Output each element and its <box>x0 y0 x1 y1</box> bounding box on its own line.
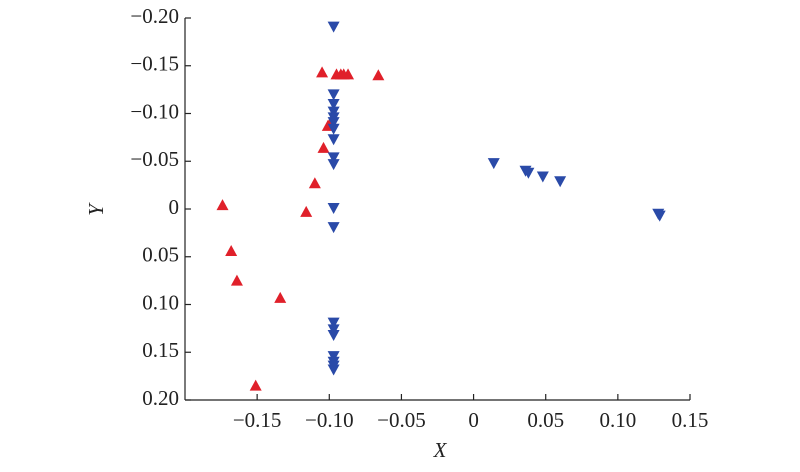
point <box>522 167 535 179</box>
point <box>216 199 229 211</box>
point <box>327 364 340 376</box>
point <box>327 222 340 234</box>
point <box>653 210 666 222</box>
point <box>536 171 549 183</box>
point <box>316 66 329 78</box>
x-tick-label: 0 <box>468 408 479 432</box>
y-axis-label: Y <box>84 202 108 216</box>
y-tick-label: 0.15 <box>142 338 179 362</box>
point <box>327 134 340 146</box>
point <box>342 68 355 80</box>
point <box>327 330 340 342</box>
x-tick-label: −0.05 <box>377 408 426 432</box>
point <box>327 117 340 129</box>
point <box>554 176 567 188</box>
y-tick-label: −0.10 <box>130 99 179 123</box>
point <box>327 203 340 215</box>
point <box>308 177 321 189</box>
point <box>327 98 340 110</box>
point <box>327 317 340 329</box>
y-tick-label: −0.05 <box>130 147 179 171</box>
y-tick-label: −0.15 <box>130 52 179 76</box>
point <box>317 141 330 153</box>
point <box>372 69 385 81</box>
point <box>327 106 340 118</box>
x-tick-label: −0.15 <box>233 408 282 432</box>
point <box>327 159 340 171</box>
x-axis-label: X <box>433 438 448 462</box>
point <box>327 324 340 336</box>
point <box>327 21 340 33</box>
point <box>327 351 340 363</box>
y-tick-label: −0.20 <box>130 4 179 28</box>
x-tick-label: 0.10 <box>599 408 636 432</box>
x-tick-label: −0.10 <box>305 408 354 432</box>
point <box>249 379 262 391</box>
point <box>327 152 340 164</box>
point <box>230 274 243 286</box>
point <box>225 245 238 257</box>
point <box>487 158 500 170</box>
point <box>300 205 313 217</box>
point <box>327 89 340 101</box>
x-tick-label: 0.05 <box>527 408 564 432</box>
y-tick-label: 0.05 <box>142 243 179 267</box>
point <box>327 123 340 135</box>
y-tick-label: 0.20 <box>142 386 179 410</box>
point <box>274 291 287 303</box>
x-tick-label: 0.15 <box>672 408 709 432</box>
y-tick-label: 0.10 <box>142 290 179 314</box>
y-tick-label: 0 <box>169 195 180 219</box>
